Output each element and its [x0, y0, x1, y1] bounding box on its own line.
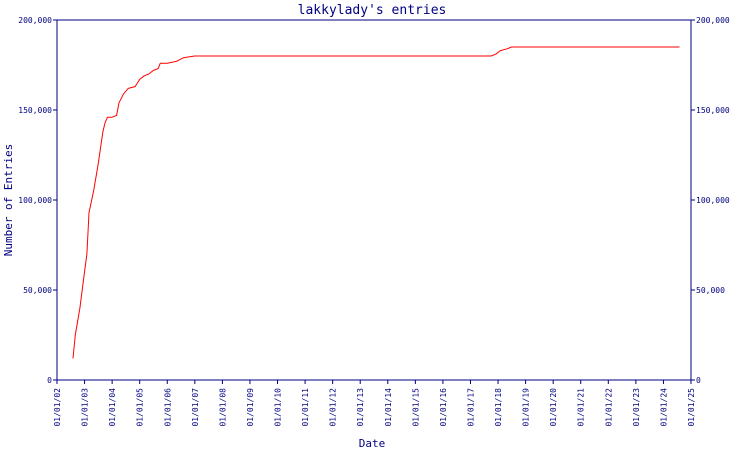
x-tick-label: 01/01/05 [136, 388, 145, 427]
y-tick-label-left: 0 [47, 376, 52, 385]
y-axis-ticks-right: 0 50,000 100,000 150,000 200,000 [691, 16, 730, 385]
x-axis-ticks: 01/01/02 01/01/03 01/01/04 01/01/05 01/01/06… [53, 380, 696, 427]
x-tick-label: 01/01/22 [604, 388, 613, 427]
plot-frame [56, 19, 692, 381]
y-axis-ticks-left: 0 50,000 100,000 150,000 200,000 [18, 16, 57, 385]
x-tick-label: 01/01/09 [246, 388, 255, 427]
x-tick-label: 01/01/04 [108, 388, 117, 427]
x-axis-label: Date [359, 437, 386, 450]
x-tick-label: 01/01/23 [632, 388, 641, 427]
y-tick-label-right: 200,000 [696, 16, 730, 25]
x-tick-label: 01/01/20 [549, 388, 558, 427]
y-tick-label-right: 50,000 [696, 286, 725, 295]
series-layer [72, 46, 680, 359]
x-tick-label: 01/01/07 [191, 388, 200, 427]
x-tick-label: 01/01/21 [577, 388, 586, 427]
x-tick-label: 01/01/18 [494, 388, 503, 427]
x-tick-label: 01/01/02 [53, 388, 62, 427]
x-tick-label: 01/01/11 [301, 388, 310, 427]
x-tick-label: 01/01/12 [329, 388, 338, 427]
y-tick-label-left: 100,000 [18, 196, 52, 205]
series-line [72, 46, 680, 359]
x-tick-label: 01/01/10 [274, 388, 283, 427]
y-axis-label: Number of Entries [2, 144, 15, 257]
x-tick-label: 01/01/17 [466, 388, 475, 427]
y-tick-label-left: 150,000 [18, 106, 52, 115]
x-tick-label: 01/01/08 [218, 388, 227, 427]
x-tick-label: 01/01/24 [659, 388, 668, 427]
y-tick-label-right: 100,000 [696, 196, 730, 205]
x-tick-label: 01/01/06 [163, 388, 172, 427]
x-tick-label: 01/01/15 [411, 388, 420, 427]
x-tick-label: 01/01/13 [356, 388, 365, 427]
y-tick-label-right: 0 [696, 376, 701, 385]
chart-title: lakkylady's entries [298, 3, 447, 18]
x-tick-label: 01/01/14 [384, 388, 393, 427]
x-tick-label: 01/01/25 [687, 388, 696, 427]
x-tick-label: 01/01/16 [439, 388, 448, 427]
y-tick-label-left: 200,000 [18, 16, 52, 25]
y-tick-label-left: 50,000 [23, 286, 52, 295]
y-tick-label-right: 150,000 [696, 106, 730, 115]
x-tick-label: 01/01/03 [81, 388, 90, 427]
x-tick-label: 01/01/19 [522, 388, 531, 427]
